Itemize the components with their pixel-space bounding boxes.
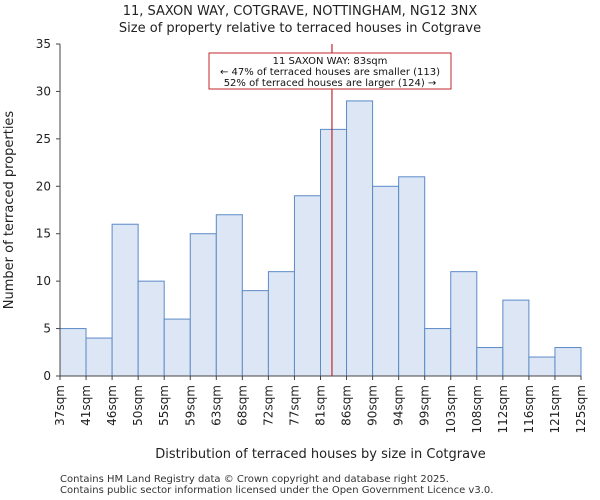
x-tick-label: 86sqm: [340, 385, 354, 426]
annotation-line2: ← 47% of terraced houses are smaller (11…: [220, 67, 440, 78]
footer-line-2: Contains public sector information licen…: [60, 485, 494, 496]
bar-77sqm: [293, 195, 322, 377]
x-tick-label: 59sqm: [183, 385, 197, 426]
y-tick-label: 15: [36, 227, 51, 241]
bar-116sqm: [528, 356, 556, 377]
x-tick-label: 81sqm: [314, 385, 328, 426]
x-tick-label: 55sqm: [157, 385, 171, 426]
x-tick-label: 63sqm: [209, 385, 223, 426]
annotation-box: [208, 52, 452, 90]
x-tick-label: 50sqm: [131, 385, 145, 426]
x-tick-label: 125sqm: [574, 385, 588, 433]
y-tick-label: 35: [36, 37, 51, 51]
x-tick-label: 108sqm: [470, 385, 484, 433]
bar-59sqm: [189, 233, 217, 377]
bar-37sqm: [59, 328, 87, 377]
x-tick-label: 103sqm: [444, 385, 458, 433]
bar-68sqm: [241, 290, 269, 377]
annotation-line1: 11 SAXON WAY: 83sqm: [273, 56, 388, 67]
bar-103sqm: [450, 271, 478, 377]
y-tick-label: 10: [36, 274, 51, 288]
x-tick-label: 68sqm: [235, 385, 249, 426]
y-tick-label: 0: [43, 369, 51, 383]
x-tick-label: 46sqm: [105, 385, 119, 426]
x-tick-label: 99sqm: [418, 385, 432, 426]
x-tick-label: 94sqm: [392, 385, 406, 426]
bar-86sqm: [346, 100, 374, 377]
y-tick-label: 25: [36, 132, 51, 146]
bar-108sqm: [476, 347, 504, 377]
bar-46sqm: [111, 223, 139, 377]
x-tick-label: 116sqm: [522, 385, 536, 433]
bar-94sqm: [398, 176, 426, 377]
y-tick-label: 20: [36, 179, 51, 193]
bar-99sqm: [424, 328, 452, 377]
y-tick-label: 30: [36, 84, 51, 98]
bar-41sqm: [85, 337, 113, 377]
bar-55sqm: [163, 318, 191, 377]
x-tick-label: 90sqm: [366, 385, 380, 426]
bar-63sqm: [215, 214, 243, 377]
chart-subtitle: Size of property relative to terraced ho…: [118, 21, 482, 36]
bar-50sqm: [137, 280, 165, 377]
x-tick-label: 37sqm: [53, 385, 67, 426]
bar-81sqm: [320, 128, 348, 377]
x-axis-label: Distribution of terraced houses by size …: [155, 447, 486, 462]
x-tick-label: 121sqm: [548, 385, 562, 433]
annotation-line3: 52% of terraced houses are larger (124) …: [224, 78, 437, 89]
x-tick-label: 41sqm: [79, 385, 93, 426]
bar-121sqm: [554, 347, 582, 377]
y-tick-label: 5: [43, 322, 51, 336]
y-axis-label: Number of terraced properties: [2, 111, 17, 310]
chart-title: 11, SAXON WAY, COTGRAVE, NOTTINGHAM, NG1…: [122, 4, 478, 19]
footer-line-1: Contains HM Land Registry data © Crown c…: [60, 474, 449, 485]
bar-72sqm: [267, 271, 295, 377]
bar-90sqm: [372, 185, 400, 377]
bar-112sqm: [502, 299, 530, 377]
x-tick-label: 77sqm: [287, 385, 301, 426]
x-tick-label: 112sqm: [496, 385, 510, 433]
x-tick-label: 72sqm: [261, 385, 275, 426]
